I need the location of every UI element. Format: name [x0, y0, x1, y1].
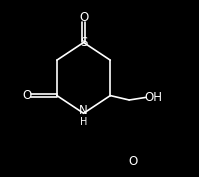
Text: OH: OH	[144, 91, 162, 104]
Text: N: N	[79, 104, 88, 117]
Text: O: O	[22, 89, 31, 102]
Text: S: S	[80, 36, 87, 49]
Text: O: O	[79, 11, 88, 24]
Text: H: H	[80, 117, 87, 127]
Text: O: O	[129, 155, 138, 169]
